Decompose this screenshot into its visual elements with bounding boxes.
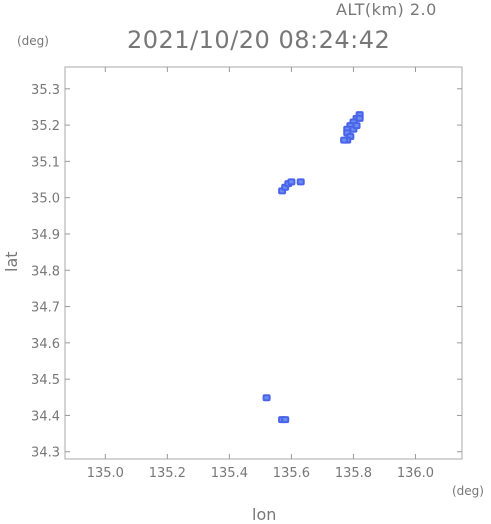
echo-point-core: [348, 134, 353, 138]
echo-point-core: [342, 138, 347, 142]
echo-point-core: [348, 124, 353, 128]
y-tick-label: 34.5: [31, 373, 60, 388]
x-axis-unit: (deg): [452, 484, 484, 498]
timestamp-title: 2021/10/20 08:24:42: [127, 26, 391, 54]
x-tick-label: 136.0: [397, 466, 434, 481]
y-tick-label: 35.0: [31, 192, 60, 207]
x-tick-label: 135.8: [335, 466, 372, 481]
altitude-label: ALT(km) 2.0: [336, 0, 437, 19]
plot-frame: [64, 66, 463, 460]
y-tick-label: 34.4: [31, 409, 60, 424]
y-tick-label: 35.1: [31, 155, 60, 170]
y-tick-label: 35.2: [31, 119, 60, 134]
echo-point-core: [357, 116, 362, 120]
echo-point-core: [264, 396, 269, 400]
echo-point-core: [351, 127, 356, 131]
y-tick-label: 34.7: [31, 301, 60, 316]
x-tick-label: 135.2: [149, 466, 186, 481]
y-tick-label: 34.8: [31, 264, 60, 279]
echo-point-core: [283, 418, 288, 422]
echo-point-core: [280, 189, 285, 193]
x-tick-label: 135.6: [273, 466, 310, 481]
echo-point-core: [354, 124, 359, 128]
echo-point-core: [357, 113, 362, 117]
echo-point-core: [351, 120, 356, 124]
y-tick-label: 34.9: [31, 228, 60, 243]
x-tick-label: 135.4: [211, 466, 248, 481]
x-tick-label: 135.0: [87, 466, 124, 481]
echo-point-core: [345, 127, 350, 131]
y-tick-label: 34.3: [31, 446, 60, 461]
echo-point-core: [283, 185, 288, 189]
y-axis-unit: (deg): [17, 34, 49, 48]
echo-point-core: [289, 180, 294, 184]
echo-point-core: [345, 131, 350, 135]
echo-point-core: [298, 180, 303, 184]
x-axis-label: lon: [252, 505, 277, 524]
y-tick-label: 35.3: [31, 83, 60, 98]
y-tick-label: 34.6: [31, 337, 60, 352]
